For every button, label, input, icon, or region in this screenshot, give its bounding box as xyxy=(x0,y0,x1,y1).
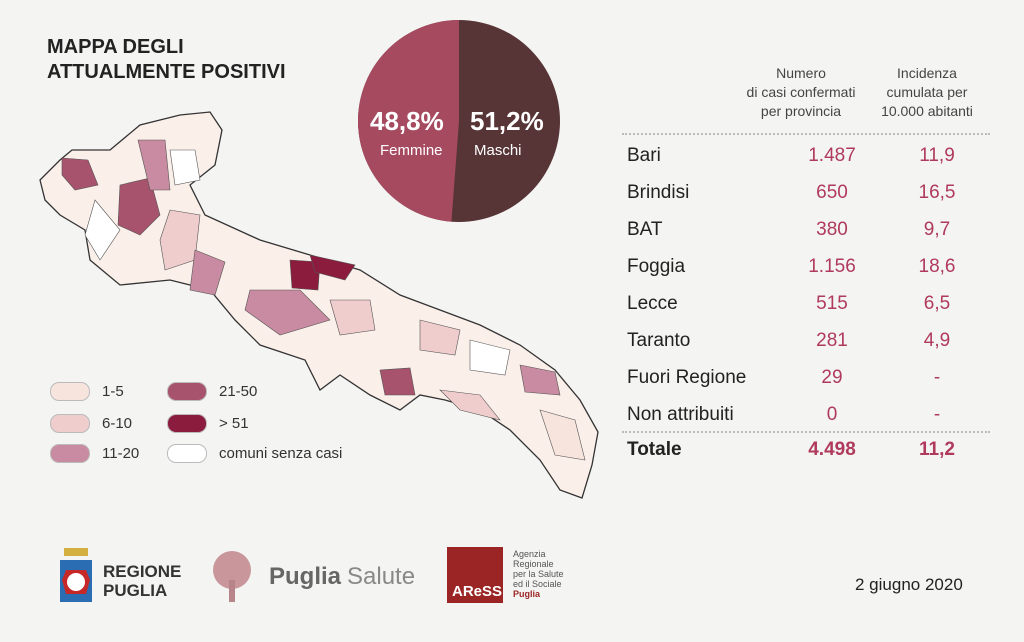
comune xyxy=(137,139,171,191)
legend-item: > 51 xyxy=(167,414,249,433)
province-name: Lecce xyxy=(627,293,678,314)
tree-icon xyxy=(213,551,251,602)
comune xyxy=(539,409,586,461)
pie-slice-femmine xyxy=(358,20,459,222)
comune xyxy=(289,259,321,291)
cases-value: 380 xyxy=(816,219,848,240)
cases-value: 515 xyxy=(816,293,848,314)
aress-logo: AReSS Agenzia Regionale per la Salute ed il… xyxy=(447,547,564,603)
incidence-value: 11,9 xyxy=(919,145,955,166)
gender-pie-chart: 48,8% Femmine 51,2% Maschi xyxy=(358,20,560,222)
legend-swatch xyxy=(50,414,90,433)
maschi-label: Maschi xyxy=(474,142,522,159)
header-cases: Numero di casi confermati per provincia xyxy=(746,65,856,119)
cases-value: 29 xyxy=(821,367,843,388)
title-line: ATTUALMENTE POSITIVI xyxy=(47,61,286,83)
table-row: Bari 1.487 11,9 xyxy=(627,145,987,175)
legend-label: > 51 xyxy=(219,415,249,432)
title-line: MAPPA DEGLI xyxy=(47,36,184,58)
comune xyxy=(244,289,331,336)
incidence-value: 16,5 xyxy=(918,182,956,203)
legend-swatch xyxy=(50,382,90,401)
comune xyxy=(469,339,511,376)
header-incidence: Incidenza cumulata per 10.000 abitanti xyxy=(881,65,973,119)
comune xyxy=(117,177,161,236)
incidence-value: 9,7 xyxy=(923,219,951,240)
incidence-value: 18,6 xyxy=(918,256,956,277)
legend-label: comuni senza casi xyxy=(219,445,343,462)
comune xyxy=(519,364,561,396)
comune xyxy=(379,367,416,396)
table-row: Brindisi 650 16,5 xyxy=(627,182,987,212)
legend-swatch xyxy=(167,414,207,433)
maschi-percent: 51,2% xyxy=(470,106,544,136)
comune xyxy=(189,249,226,296)
total-row: Totale 4.498 11,2 xyxy=(627,439,955,460)
legend-label: 1-5 xyxy=(102,383,124,400)
legend-item: comuni senza casi xyxy=(167,444,342,463)
comune xyxy=(419,319,461,356)
legend-item: 21-50 xyxy=(167,382,257,401)
legend-label: 6-10 xyxy=(102,415,133,432)
province-name: Brindisi xyxy=(627,182,690,203)
femmine-label: Femmine xyxy=(380,142,443,159)
province-name: Fuori Regione xyxy=(627,367,747,388)
cases-value: 1.487 xyxy=(808,145,856,166)
legend-label: 11-20 xyxy=(102,445,140,462)
incidence-value: - xyxy=(933,404,941,425)
legend-swatch xyxy=(167,382,207,401)
divider xyxy=(622,133,990,135)
comune xyxy=(84,199,121,261)
province-name: Non attribuiti xyxy=(627,404,734,425)
comune xyxy=(169,149,201,186)
legend-label: 21-50 xyxy=(219,383,258,400)
comune xyxy=(159,209,201,271)
cases-value: 650 xyxy=(816,182,848,203)
table-row: Fuori Regione 29 - xyxy=(627,367,987,397)
comune xyxy=(61,157,99,191)
puglia-map xyxy=(39,111,599,499)
table-row: Non attribuiti 0 - xyxy=(627,404,987,434)
legend-item: 11-20 xyxy=(50,444,139,463)
incidence-value: 4,9 xyxy=(923,330,951,351)
table-row: Lecce 515 6,5 xyxy=(627,293,987,323)
comune xyxy=(329,299,376,336)
comune xyxy=(439,389,501,421)
page-title: MAPPA DEGLI ATTUALMENTE POSITIVI xyxy=(47,35,286,85)
province-name: Taranto xyxy=(627,330,691,351)
cases-value: 281 xyxy=(816,330,848,351)
regione-puglia-logo: REGIONE PUGLIA xyxy=(58,548,181,609)
legend-swatch xyxy=(50,444,90,463)
province-name: Foggia xyxy=(627,256,686,277)
puglia-salute-logo: Puglia Salute xyxy=(205,550,415,607)
legend-swatch xyxy=(167,444,207,463)
comune xyxy=(309,254,356,281)
table-row: BAT 380 9,7 xyxy=(627,219,987,249)
femmine-percent: 48,8% xyxy=(370,106,444,136)
cases-value: 0 xyxy=(826,404,838,425)
table-row: Foggia 1.156 18,6 xyxy=(627,256,987,286)
incidence-value: - xyxy=(933,367,941,388)
divider xyxy=(622,431,990,433)
cases-value: 1.156 xyxy=(808,256,856,277)
table-row: Taranto 281 4,9 xyxy=(627,330,987,360)
incidence-value: 6,5 xyxy=(923,293,951,314)
province-name: BAT xyxy=(627,219,663,240)
legend-item: 6-10 xyxy=(50,414,132,433)
coat-of-arms-icon xyxy=(60,548,92,602)
legend-item: 1-5 xyxy=(50,382,124,401)
province-name: Bari xyxy=(627,145,661,166)
region-outline xyxy=(39,111,599,499)
date: 2 giugno 2020 xyxy=(855,575,963,594)
